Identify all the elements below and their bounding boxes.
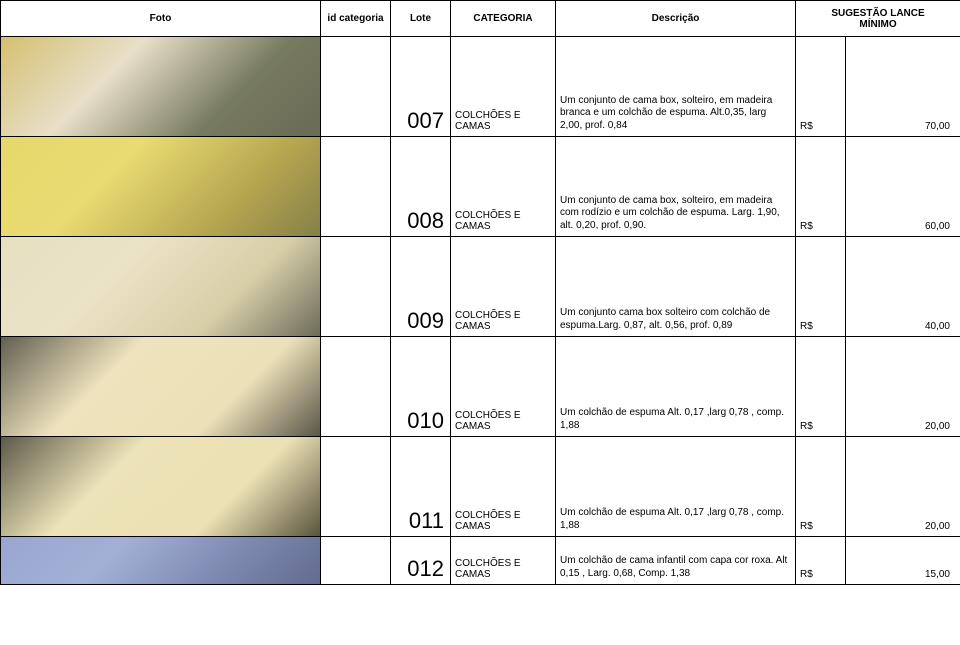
idcategoria-cell: [321, 537, 391, 585]
lote-cell: 012: [391, 537, 451, 585]
idcategoria-cell: [321, 137, 391, 237]
currency-cell: R$: [796, 237, 846, 337]
valor-cell: 20,00: [846, 437, 960, 537]
photo-cell: [1, 237, 321, 337]
photo-cell: [1, 37, 321, 137]
idcategoria-cell: [321, 237, 391, 337]
header-lote: Lote: [391, 1, 451, 37]
categoria-cell: COLCHÕES E CAMAS: [451, 137, 556, 237]
descricao-cell: Um colchão de espuma Alt. 0,17 ,larg 0,7…: [556, 437, 796, 537]
table-row: 010COLCHÕES E CAMASUm colchão de espuma …: [1, 337, 960, 437]
table-header: Foto id categoria Lote CATEGORIA Descriç…: [1, 1, 960, 37]
idcategoria-cell: [321, 37, 391, 137]
categoria-cell: COLCHÕES E CAMAS: [451, 337, 556, 437]
categoria-cell: COLCHÕES E CAMAS: [451, 237, 556, 337]
lote-cell: 007: [391, 37, 451, 137]
valor-cell: 15,00: [846, 537, 960, 585]
photo-cell: [1, 437, 321, 537]
lote-cell: 009: [391, 237, 451, 337]
photo-placeholder: [1, 37, 320, 136]
idcategoria-cell: [321, 437, 391, 537]
categoria-cell: COLCHÕES E CAMAS: [451, 437, 556, 537]
descricao-cell: Um colchão de cama infantil com capa cor…: [556, 537, 796, 585]
photo-placeholder: [1, 337, 320, 436]
lote-cell: 011: [391, 437, 451, 537]
table-row: 007COLCHÕES E CAMASUm conjunto de cama b…: [1, 37, 960, 137]
lote-cell: 008: [391, 137, 451, 237]
categoria-cell: COLCHÕES E CAMAS: [451, 37, 556, 137]
header-descricao: Descrição: [556, 1, 796, 37]
valor-cell: 70,00: [846, 37, 960, 137]
header-sugestao-line2: MÍNIMO: [859, 19, 896, 30]
table-row: 012COLCHÕES E CAMASUm colchão de cama in…: [1, 537, 960, 585]
header-sugestao-line1: SUGESTÃO LANCE: [798, 8, 958, 19]
listing-table: Foto id categoria Lote CATEGORIA Descriç…: [0, 0, 960, 585]
lote-cell: 010: [391, 337, 451, 437]
currency-cell: R$: [796, 337, 846, 437]
currency-cell: R$: [796, 137, 846, 237]
descricao-cell: Um colchão de espuma Alt. 0,17 ,larg 0,7…: [556, 337, 796, 437]
currency-cell: R$: [796, 37, 846, 137]
currency-cell: R$: [796, 437, 846, 537]
header-categoria: CATEGORIA: [451, 1, 556, 37]
currency-cell: R$: [796, 537, 846, 585]
valor-cell: 40,00: [846, 237, 960, 337]
valor-cell: 20,00: [846, 337, 960, 437]
idcategoria-cell: [321, 337, 391, 437]
table-row: 008COLCHÕES E CAMASUm conjunto de cama b…: [1, 137, 960, 237]
photo-placeholder: [1, 537, 320, 584]
descricao-cell: Um conjunto cama box solteiro com colchã…: [556, 237, 796, 337]
descricao-cell: Um conjunto de cama box, solteiro, em ma…: [556, 137, 796, 237]
table-row: 009COLCHÕES E CAMASUm conjunto cama box …: [1, 237, 960, 337]
categoria-cell: COLCHÕES E CAMAS: [451, 537, 556, 585]
header-sugestao: SUGESTÃO LANCE MÍNIMO: [796, 1, 960, 37]
photo-cell: [1, 537, 321, 585]
header-idcategoria: id categoria: [321, 1, 391, 37]
photo-placeholder: [1, 137, 320, 236]
descricao-cell: Um conjunto de cama box, solteiro, em ma…: [556, 37, 796, 137]
table-row: 011COLCHÕES E CAMASUm colchão de espuma …: [1, 437, 960, 537]
photo-cell: [1, 137, 321, 237]
valor-cell: 60,00: [846, 137, 960, 237]
photo-placeholder: [1, 237, 320, 336]
header-foto: Foto: [1, 1, 321, 37]
photo-cell: [1, 337, 321, 437]
photo-placeholder: [1, 437, 320, 536]
table-body: 007COLCHÕES E CAMASUm conjunto de cama b…: [1, 37, 960, 585]
